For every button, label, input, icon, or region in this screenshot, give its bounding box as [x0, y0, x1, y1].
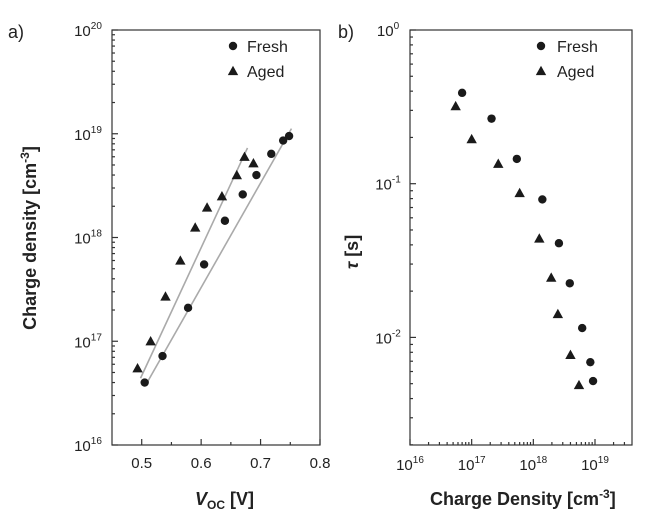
- y-tick-label: 100: [377, 21, 400, 40]
- panel-a-y-label: Charge density [cm-3]: [18, 146, 40, 330]
- point-fresh: [158, 351, 167, 361]
- legend-label-fresh: Fresh: [557, 39, 598, 56]
- point-fresh: [538, 195, 547, 204]
- panel-a-fit-lines: [139, 128, 293, 385]
- point-aged: [514, 187, 525, 198]
- y-tick-label: 1017: [74, 332, 102, 351]
- point-fresh: [252, 170, 261, 180]
- point-fresh: [487, 114, 496, 123]
- panel-a-x-label: VOC [V]: [195, 489, 254, 512]
- point-fresh: [586, 357, 595, 367]
- point-aged: [175, 255, 186, 265]
- legend-marker-fresh: [536, 41, 546, 51]
- legend-label-aged: Aged: [557, 64, 594, 81]
- point-aged: [216, 191, 228, 201]
- point-fresh: [565, 279, 574, 288]
- point-fresh: [220, 216, 230, 225]
- point-aged: [573, 379, 585, 390]
- y-tick-label: 10-2: [375, 328, 401, 347]
- point-aged: [132, 362, 143, 373]
- point-aged: [201, 202, 213, 212]
- panel-a-markers: [132, 131, 294, 387]
- y-tick-label: 1016: [74, 436, 102, 455]
- panel-a-legend: Fresh Aged: [227, 39, 288, 81]
- point-fresh: [140, 378, 149, 387]
- panel-b-markers: [450, 88, 598, 390]
- panel-b-label: b): [338, 22, 354, 42]
- y-tick-label: 1020: [74, 21, 102, 40]
- fit-line-aged: [139, 147, 249, 379]
- panel-a: a) 0.5 0.6 0.7 0.8 1016 1017 1018 1019 1020 Fre…: [8, 21, 330, 512]
- point-fresh: [554, 239, 564, 248]
- panel-b-legend: Fresh Aged: [535, 39, 598, 81]
- x-tick-label: 0.6: [191, 455, 212, 472]
- x-tick-label: 0.7: [250, 455, 271, 472]
- point-fresh: [183, 303, 193, 313]
- point-aged: [231, 169, 242, 180]
- x-tick-label: 1016: [396, 455, 424, 474]
- panel-a-x-ticks: 0.5 0.6 0.7 0.8: [131, 439, 330, 472]
- panel-b-x-label: Charge Density [cm-3]: [430, 487, 616, 509]
- legend-marker-fresh: [228, 41, 238, 51]
- panel-b-frame: [409, 29, 633, 446]
- point-aged: [565, 349, 576, 360]
- legend-label-fresh: Fresh: [247, 39, 288, 56]
- point-fresh: [512, 154, 522, 164]
- point-fresh: [457, 88, 467, 98]
- point-aged: [145, 336, 156, 346]
- legend-marker-aged: [227, 65, 239, 76]
- x-tick-label: 1019: [581, 455, 609, 474]
- point-aged: [552, 308, 564, 319]
- panel-b-y-label: τ [s]: [342, 235, 362, 269]
- x-tick-label: 1018: [519, 455, 547, 474]
- x-tick-label: 0.5: [131, 455, 152, 472]
- y-tick-label: 1019: [74, 125, 102, 144]
- point-fresh: [588, 376, 598, 386]
- point-aged: [466, 133, 477, 144]
- panel-b-x-ticks: 1016 1017 1018 1019: [396, 439, 626, 474]
- x-tick-label: 1017: [458, 455, 486, 474]
- panel-a-label: a): [8, 22, 24, 42]
- y-tick-label: 1018: [74, 229, 102, 248]
- point-aged: [450, 100, 461, 111]
- y-tick-label: 10-1: [375, 175, 401, 194]
- point-aged: [493, 158, 504, 168]
- point-aged: [534, 233, 545, 243]
- point-aged: [239, 151, 250, 161]
- legend-label-aged: Aged: [247, 64, 284, 81]
- point-fresh: [238, 190, 247, 199]
- x-tick-label: 0.8: [310, 455, 331, 472]
- point-aged: [248, 158, 259, 168]
- panel-b-y-ticks: 100 10-1 10-2: [375, 21, 416, 446]
- point-aged: [546, 272, 557, 282]
- legend-marker-aged: [535, 65, 547, 76]
- point-fresh: [199, 260, 209, 269]
- point-fresh: [284, 131, 294, 141]
- point-fresh: [267, 149, 276, 159]
- fit-line-fresh: [145, 128, 293, 385]
- point-fresh: [278, 136, 288, 145]
- point-fresh: [577, 323, 587, 333]
- panel-b: b) 1016 1017 1018 1019 100 10-1 10-2 Fresh Age…: [338, 21, 633, 509]
- panel-a-y-ticks: 1016 1017 1018 1019 1020: [74, 21, 118, 455]
- point-aged: [160, 291, 171, 301]
- point-aged: [190, 222, 201, 232]
